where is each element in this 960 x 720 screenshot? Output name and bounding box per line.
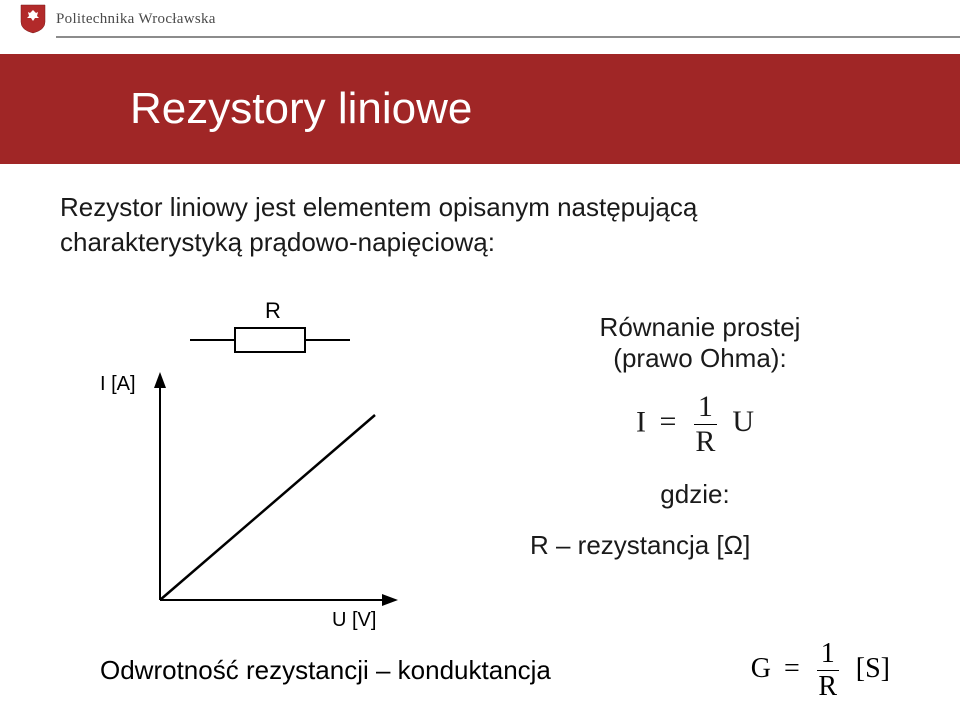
x-axis-label: U [V] xyxy=(332,609,376,631)
eq-heading-2: (prawo Ohma): xyxy=(613,343,786,373)
resistor-label: R xyxy=(265,300,281,323)
g-den: R xyxy=(817,671,839,701)
where-label: gdzie: xyxy=(490,479,900,510)
iv-curve-diagram: R I [A] U [V] xyxy=(100,300,420,640)
slide-title: Rezystory liniowe xyxy=(130,84,472,134)
ohm-fraction: 1 R xyxy=(694,392,717,457)
university-logo-icon xyxy=(20,4,46,34)
conductance-row: Odwrotność rezystancji – konduktancja G … xyxy=(100,640,890,701)
ohm-U: U xyxy=(732,405,754,438)
intro-line-2: charakterystyką prądowo-napięciową: xyxy=(60,225,900,260)
university-name: Politechnika Wrocławska xyxy=(56,11,216,28)
ohm-den: R xyxy=(694,425,717,457)
g-num: 1 xyxy=(817,640,839,671)
r-definition: R – rezystancja [Ω] xyxy=(490,530,900,561)
intro-text-block: Rezystor liniowy jest elementem opisanym… xyxy=(60,190,900,260)
ohm-equals: = xyxy=(659,405,676,438)
ohms-law-equation: I = 1 R U xyxy=(490,392,900,457)
g-symbol: G xyxy=(751,653,771,684)
title-banner: Rezystory liniowe xyxy=(0,54,960,164)
ohm-I: I xyxy=(636,405,646,438)
conductance-equation: G = 1 R [S] xyxy=(751,640,890,701)
g-unit: [S] xyxy=(856,653,890,684)
ohm-num: 1 xyxy=(694,392,717,425)
g-equals: = xyxy=(784,653,800,684)
intro-line-1: Rezystor liniowy jest elementem opisanym… xyxy=(60,190,900,225)
header-bar: Politechnika Wrocławska xyxy=(0,0,960,38)
g-fraction: 1 R xyxy=(817,640,839,701)
eq-heading-1: Równanie prostej xyxy=(600,312,801,342)
conductance-label: Odwrotność rezystancji – konduktancja xyxy=(100,655,551,686)
header-divider xyxy=(56,36,960,38)
y-axis-label: I [A] xyxy=(100,373,136,395)
diagram-region: R I [A] U [V] xyxy=(100,300,420,640)
ohms-law-block: Równanie prostej (prawo Ohma): I = 1 R U… xyxy=(490,300,900,561)
